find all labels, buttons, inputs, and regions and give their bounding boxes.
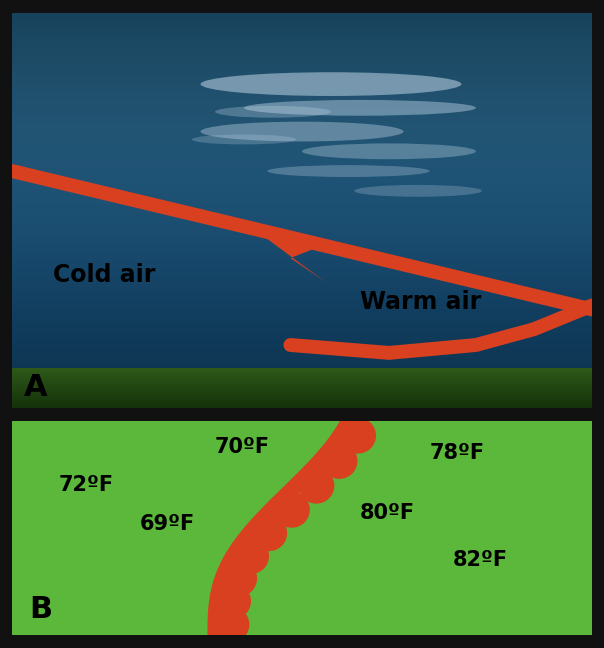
Ellipse shape [215, 106, 331, 118]
Polygon shape [255, 231, 331, 282]
Ellipse shape [201, 122, 403, 141]
Text: 82ºF: 82ºF [453, 550, 508, 570]
Ellipse shape [221, 561, 257, 596]
Text: 69ºF: 69ºF [140, 514, 195, 534]
Text: 80ºF: 80ºF [360, 503, 415, 523]
Ellipse shape [251, 515, 287, 551]
Text: 70ºF: 70ºF [215, 437, 270, 457]
Ellipse shape [267, 165, 429, 177]
Text: 72ºF: 72ºF [59, 476, 114, 495]
Ellipse shape [274, 492, 310, 527]
Text: Cold air: Cold air [53, 262, 155, 287]
Ellipse shape [321, 443, 358, 479]
Text: B: B [30, 595, 53, 624]
Ellipse shape [244, 100, 476, 116]
Ellipse shape [354, 185, 482, 197]
Ellipse shape [192, 135, 296, 145]
Text: Warm air: Warm air [360, 290, 481, 314]
Ellipse shape [340, 417, 376, 454]
Ellipse shape [233, 538, 269, 574]
Text: A: A [24, 373, 47, 402]
Ellipse shape [213, 607, 249, 642]
Ellipse shape [298, 468, 335, 503]
Ellipse shape [302, 143, 476, 159]
Text: 78ºF: 78ºF [429, 443, 484, 463]
Ellipse shape [215, 583, 251, 619]
Ellipse shape [201, 73, 461, 96]
